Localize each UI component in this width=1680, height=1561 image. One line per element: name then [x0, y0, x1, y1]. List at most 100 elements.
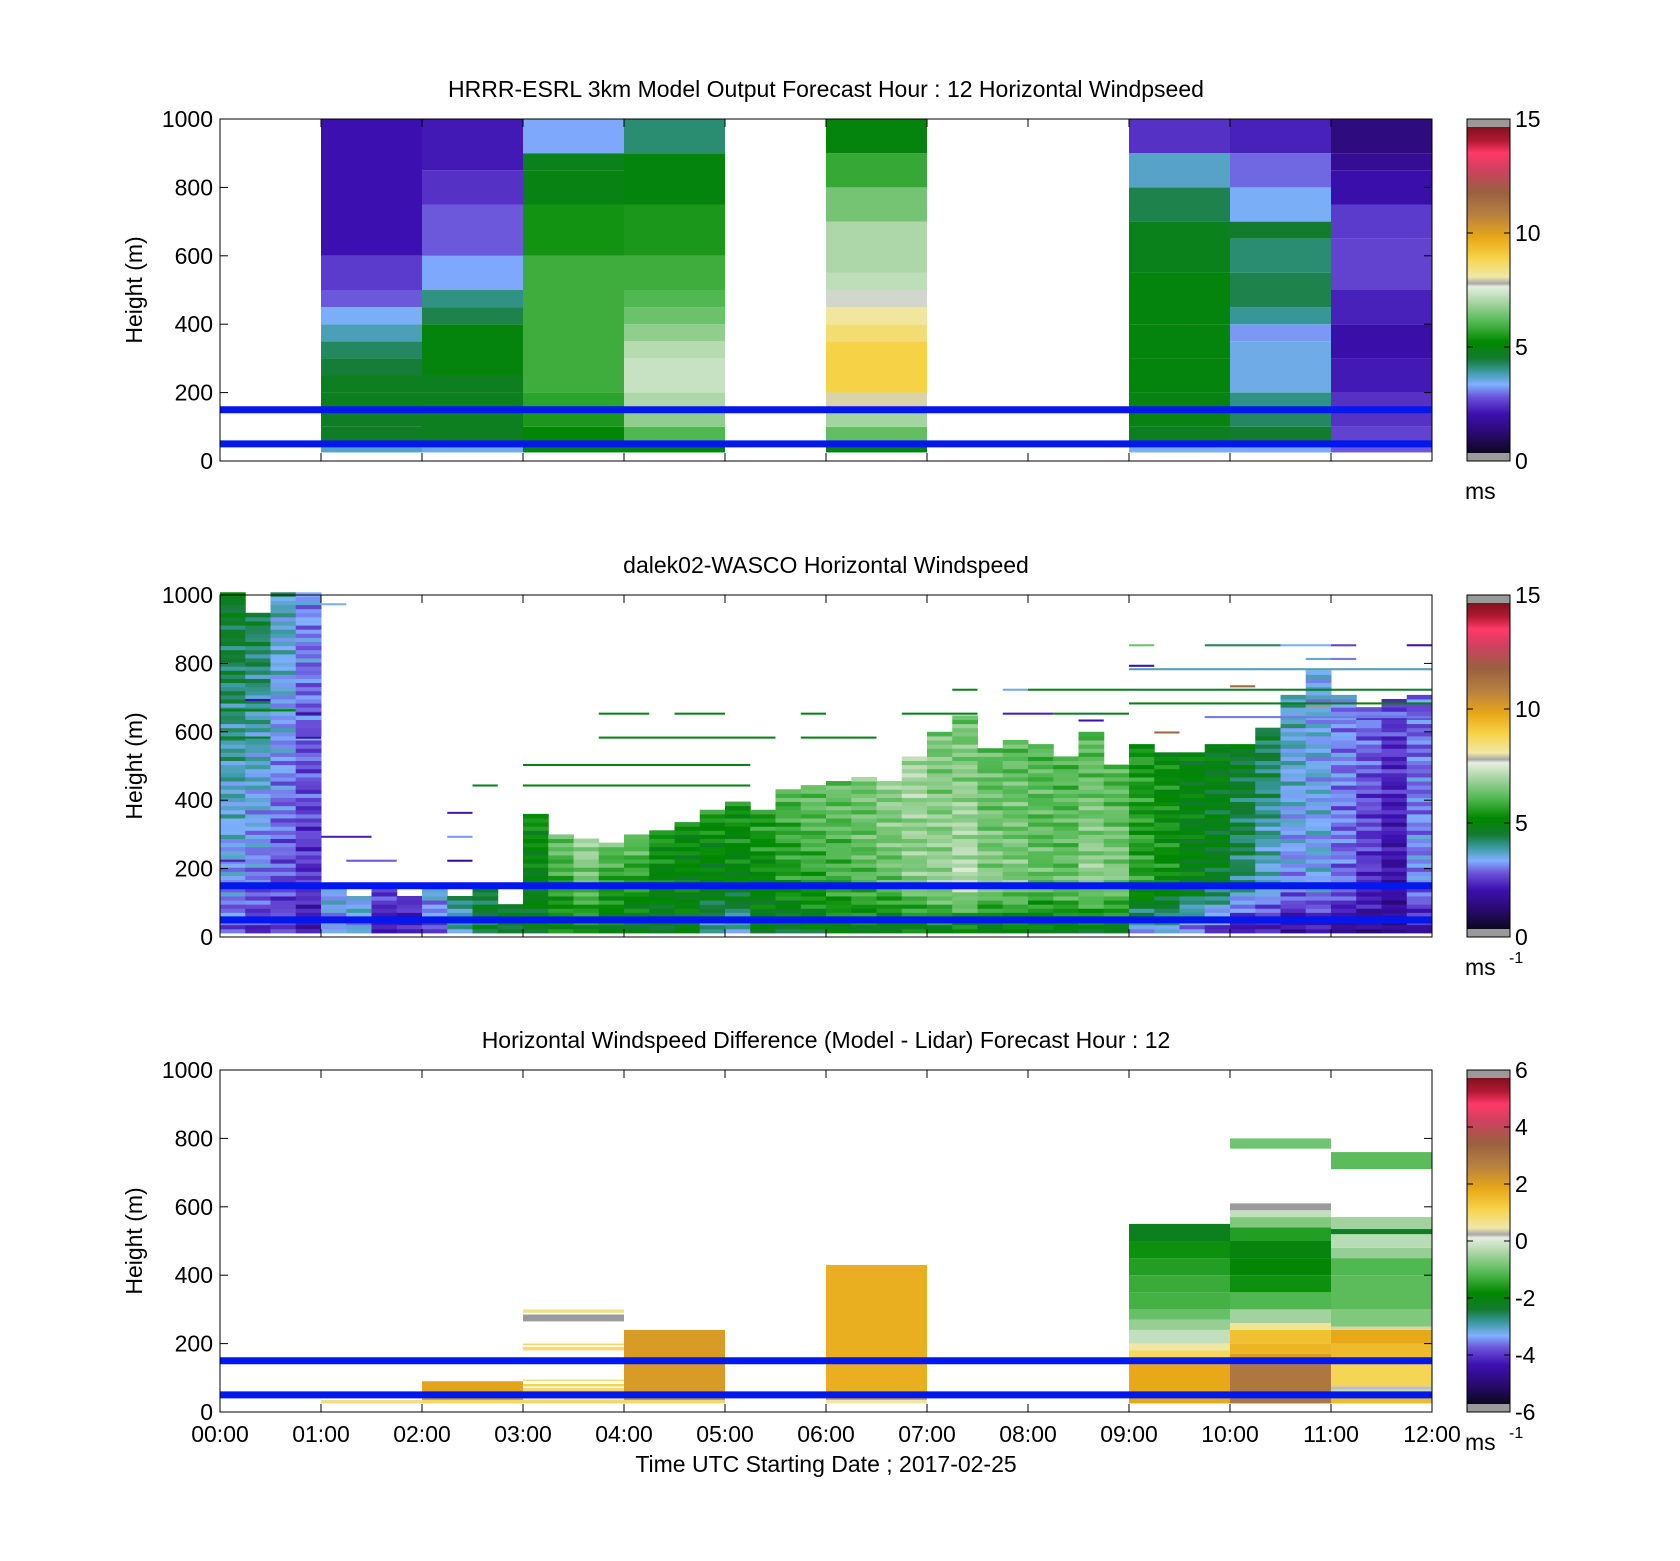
heatmap-cell — [927, 809, 953, 815]
heatmap-cell — [270, 801, 297, 807]
heatmap-cell — [1053, 842, 1079, 848]
heatmap-cell — [220, 809, 246, 815]
heatmap-cell — [245, 744, 271, 749]
heatmap-cell — [270, 756, 297, 762]
heatmap-cell — [1406, 781, 1433, 786]
heatmap-cell — [1204, 846, 1231, 852]
heatmap-cell — [1381, 772, 1408, 778]
heatmap-cell — [851, 797, 877, 803]
heatmap-cell — [1204, 908, 1231, 913]
heatmap-cell — [1406, 711, 1433, 716]
heatmap-cell — [1381, 776, 1408, 782]
heatmap-cell — [1179, 776, 1206, 782]
heatmap-cell — [1305, 838, 1332, 844]
heatmap-cell — [952, 850, 978, 856]
colorbar-under — [1467, 1404, 1510, 1412]
heatmap-cell — [422, 891, 448, 897]
heatmap-cell — [750, 895, 776, 901]
heatmap-cell — [624, 924, 650, 930]
heatmap-cell — [699, 822, 726, 827]
heatmap-cell — [1002, 756, 1029, 762]
heatmap-cell — [598, 859, 625, 864]
heatmap-cell — [1078, 912, 1105, 917]
heatmap-cell — [1204, 887, 1231, 893]
heatmap-cell — [220, 666, 246, 671]
heatmap-cell — [927, 895, 953, 901]
heatmap-cell — [1179, 768, 1206, 774]
heatmap-cell — [245, 657, 271, 663]
heatmap-cell — [800, 838, 827, 844]
heatmap-cell — [295, 744, 322, 749]
heatmap-cell — [220, 797, 246, 803]
heatmap-cell — [876, 895, 903, 901]
heatmap-cell — [927, 801, 953, 807]
heatmap-cell — [977, 908, 1004, 913]
heatmap-cell — [952, 793, 978, 798]
heatmap-cell — [1154, 756, 1180, 762]
heatmap-cell — [750, 850, 776, 856]
heatmap-cell — [927, 850, 953, 856]
heatmap-cell — [649, 895, 675, 901]
heatmap-cell — [573, 846, 600, 852]
heatmap-cell — [927, 785, 953, 790]
heatmap-cell — [876, 781, 903, 786]
heatmap-cell — [295, 596, 322, 601]
heatmap-cell — [876, 834, 903, 840]
heatmap-cell — [1154, 895, 1180, 901]
heatmap-cell — [750, 842, 776, 848]
heatmap-cell — [523, 1388, 624, 1392]
heatmap-cell — [1129, 875, 1155, 881]
heatmap-band — [1002, 712, 1054, 715]
heatmap-cell — [674, 850, 701, 856]
heatmap-cell — [1356, 711, 1382, 716]
heatmap-cell — [1255, 740, 1281, 745]
heatmap-cell — [220, 719, 246, 725]
heatmap-cell — [1154, 904, 1180, 909]
heatmap-cell — [977, 813, 1004, 819]
heatmap-cell — [245, 867, 271, 872]
heatmap-cell — [725, 887, 751, 893]
heatmap-cell — [1331, 813, 1357, 819]
heatmap-cell — [1381, 707, 1408, 712]
heatmap-cell — [1002, 772, 1029, 778]
heatmap-cell — [1255, 826, 1281, 831]
heatmap-cell — [245, 895, 271, 901]
heatmap-cell — [1204, 879, 1231, 885]
heatmap-cell — [1230, 756, 1256, 762]
heatmap-cell — [220, 657, 246, 663]
heatmap-cell — [1053, 879, 1079, 885]
heatmap-cell — [245, 801, 271, 807]
heatmap-cell — [1179, 846, 1206, 852]
heatmap-cell — [1255, 776, 1281, 782]
heatmap-cell — [1305, 793, 1332, 798]
heatmap-cell — [1331, 871, 1357, 876]
heatmap-cell — [674, 834, 701, 840]
heatmap-cell — [1230, 1292, 1331, 1310]
heatmap-cell — [1179, 834, 1206, 840]
heatmap-cell — [1381, 879, 1408, 885]
heatmap-cell — [826, 891, 852, 897]
heatmap-cell — [1381, 875, 1408, 881]
heatmap-cell — [321, 887, 347, 893]
heatmap-cell — [371, 928, 398, 934]
heatmap-cell — [775, 813, 802, 819]
heatmap-cell — [851, 809, 877, 815]
heatmap-cell — [800, 834, 827, 840]
heatmap-cell — [1154, 809, 1180, 815]
heatmap-band — [1305, 705, 1331, 708]
heatmap-cell — [876, 908, 903, 913]
heatmap-cell — [1230, 764, 1256, 770]
heatmap-cell — [1230, 834, 1256, 840]
heatmap-cell — [548, 879, 574, 885]
heatmap-cell — [800, 891, 827, 897]
heatmap-cell — [1154, 822, 1180, 827]
heatmap-cell — [1230, 908, 1256, 913]
heatmap-cell — [1305, 813, 1332, 819]
heatmap-cell — [295, 891, 322, 897]
heatmap-cell — [220, 752, 246, 757]
heatmap-cell — [1230, 875, 1256, 881]
heatmap-cell — [851, 789, 877, 794]
heatmap-cell — [220, 776, 246, 782]
heatmap-cell — [674, 895, 701, 901]
heatmap-cell — [295, 834, 322, 840]
